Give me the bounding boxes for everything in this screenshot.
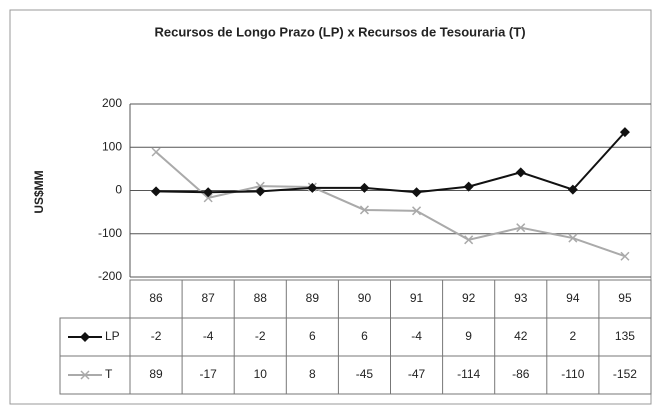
x-tick-label: 94 xyxy=(566,291,580,305)
table-value: -45 xyxy=(356,367,374,381)
y-tick-label: 100 xyxy=(102,139,122,153)
table-value: -2 xyxy=(151,329,162,343)
table-value: 135 xyxy=(615,329,635,343)
table-value: -114 xyxy=(457,367,480,381)
marker xyxy=(203,187,214,198)
table-value: -152 xyxy=(613,367,637,381)
marker xyxy=(80,370,90,380)
legend-label: T xyxy=(105,367,113,381)
chart-frame xyxy=(9,9,652,405)
table-value: -4 xyxy=(411,329,422,343)
table-value: 6 xyxy=(361,329,368,343)
marker xyxy=(359,182,370,193)
table-value: -4 xyxy=(203,329,214,343)
marker xyxy=(463,181,474,192)
x-tick-label: 86 xyxy=(149,291,163,305)
table-value: 42 xyxy=(514,329,528,343)
table-value: -2 xyxy=(255,329,266,343)
table-value: -17 xyxy=(199,367,217,381)
x-tick-label: 87 xyxy=(201,291,215,305)
y-axis-label: US$MM xyxy=(32,170,46,213)
marker xyxy=(412,206,422,216)
table-value: 6 xyxy=(309,329,316,343)
marker xyxy=(255,186,266,197)
x-tick-label: 95 xyxy=(618,291,632,305)
x-tick-label: 92 xyxy=(462,291,476,305)
series-line xyxy=(156,131,626,194)
legend-label: LP xyxy=(105,329,120,343)
table-value: 89 xyxy=(149,367,163,381)
table-value: -47 xyxy=(408,367,426,381)
x-tick-label: 89 xyxy=(306,291,320,305)
table-value: 8 xyxy=(309,367,316,381)
x-tick-label: 93 xyxy=(514,291,528,305)
table-value: 2 xyxy=(570,329,577,343)
y-tick-label: -100 xyxy=(98,226,122,240)
marker xyxy=(307,182,318,193)
table-value: -86 xyxy=(512,367,530,381)
marker xyxy=(464,235,474,245)
marker xyxy=(151,147,161,157)
marker xyxy=(359,205,369,215)
y-tick-label: -200 xyxy=(98,269,122,283)
marker xyxy=(411,187,422,198)
marker xyxy=(567,184,578,195)
table-value: 10 xyxy=(254,367,268,381)
marker xyxy=(516,223,526,233)
x-tick-label: 88 xyxy=(254,291,268,305)
marker xyxy=(620,251,630,261)
marker xyxy=(619,127,630,138)
marker xyxy=(515,167,526,178)
x-tick-label: 90 xyxy=(358,291,372,305)
marker xyxy=(203,193,213,203)
table-value: -110 xyxy=(561,367,584,381)
marker xyxy=(151,186,162,197)
marker xyxy=(80,332,90,342)
y-tick-label: 0 xyxy=(115,183,122,197)
table-value: 9 xyxy=(465,329,472,343)
marker xyxy=(568,233,578,243)
x-tick-label: 91 xyxy=(410,291,424,305)
chart-title: Recursos de Longo Prazo (LP) x Recursos … xyxy=(154,24,525,39)
y-tick-label: 200 xyxy=(102,96,122,110)
marker xyxy=(255,181,265,191)
